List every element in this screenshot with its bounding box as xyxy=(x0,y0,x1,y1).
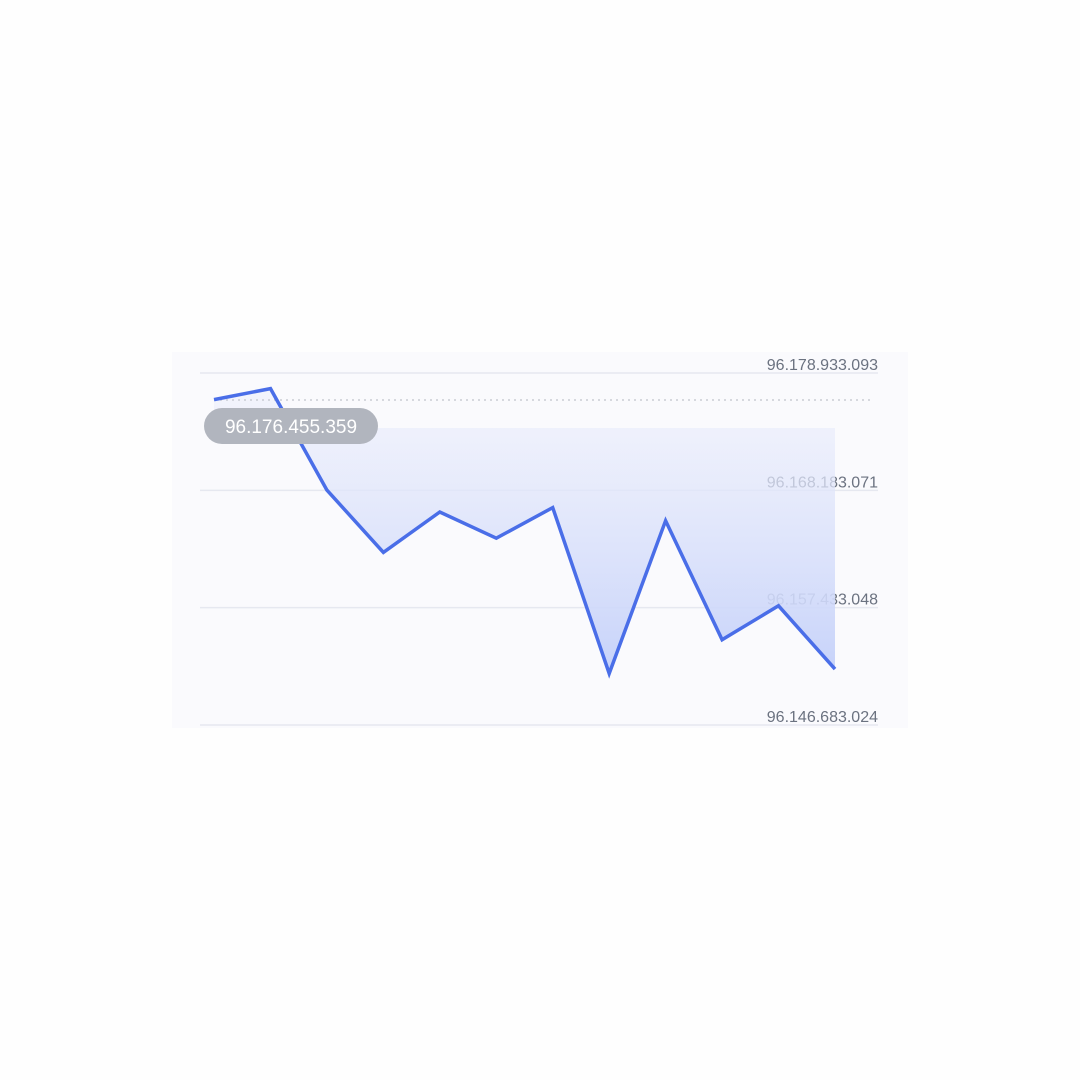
y-tick-label: 96.146.683.024 xyxy=(767,709,878,726)
value-badge: 96.176.455.359 xyxy=(204,408,378,445)
value-badge-background xyxy=(204,408,378,445)
area-fill xyxy=(214,388,835,674)
y-tick-label: 96.178.933.093 xyxy=(767,357,878,374)
value-badge-label: 96.176.455.359 xyxy=(225,417,357,438)
series-line xyxy=(213,386,837,679)
area-fill-layer xyxy=(214,388,835,674)
series-line-layer xyxy=(213,386,837,679)
